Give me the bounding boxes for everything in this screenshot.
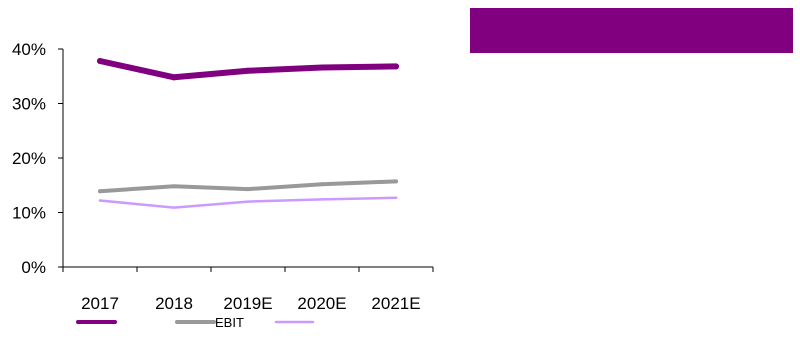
data-point-s2 bbox=[246, 187, 250, 192]
data-point-s2 bbox=[320, 182, 324, 187]
data-point-s1 bbox=[245, 67, 251, 74]
data-point-s3 bbox=[394, 196, 398, 200]
data-point-s3 bbox=[320, 198, 324, 201]
x-axis: 2017 2018 2019E 2020E 2021E bbox=[62, 266, 434, 313]
title-banner bbox=[470, 8, 793, 53]
data-point-s1 bbox=[319, 64, 325, 71]
y-tick-label: 10% bbox=[12, 204, 46, 223]
data-point-s3 bbox=[246, 200, 250, 203]
x-tick-label: 2021E bbox=[371, 294, 420, 313]
data-point-s2 bbox=[172, 184, 176, 189]
series-lines bbox=[97, 57, 399, 209]
data-point-s2 bbox=[98, 189, 102, 194]
y-tick-label: 0% bbox=[21, 258, 46, 277]
data-point-s1 bbox=[393, 63, 399, 70]
data-point-s2 bbox=[394, 179, 398, 184]
legend: EBIT bbox=[76, 315, 315, 330]
data-point-s1 bbox=[171, 74, 177, 81]
data-point-s3 bbox=[98, 199, 102, 202]
y-axis: 0% 10% 20% 30% 40% bbox=[12, 40, 64, 277]
y-tick-label: 20% bbox=[12, 149, 46, 168]
x-tick-label: 2017 bbox=[81, 294, 119, 313]
data-point-s1 bbox=[97, 57, 103, 64]
x-tick-label: 2019E bbox=[223, 294, 272, 313]
data-point-s3 bbox=[172, 206, 176, 209]
x-tick-label: 2020E bbox=[297, 294, 346, 313]
legend-label-s2: EBIT bbox=[215, 315, 244, 330]
y-tick-label: 30% bbox=[12, 95, 46, 114]
y-tick-label: 40% bbox=[12, 40, 46, 59]
x-tick-label: 2018 bbox=[155, 294, 193, 313]
